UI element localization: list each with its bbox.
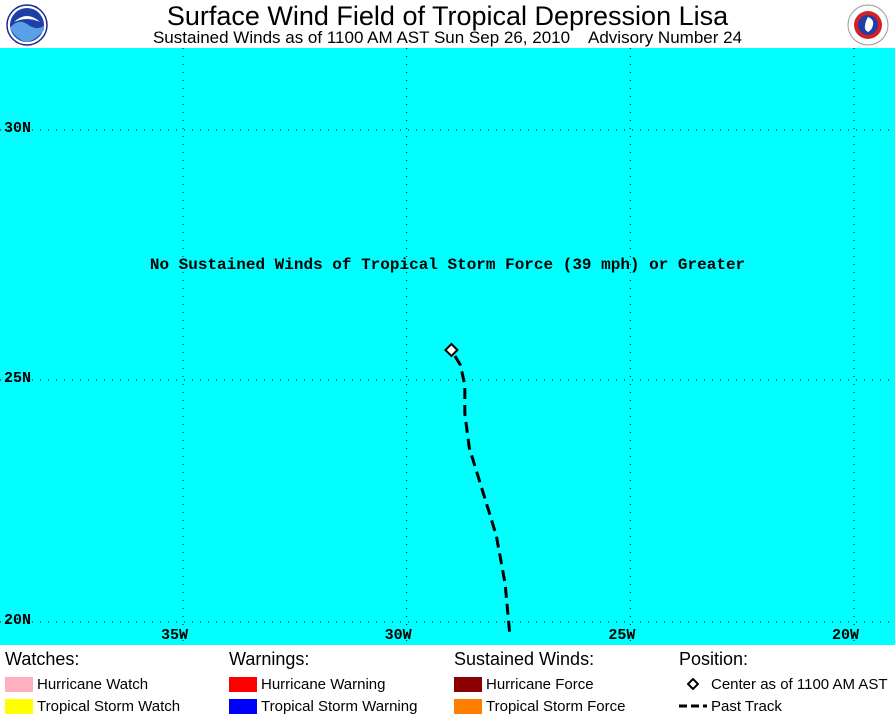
- map-canvas: [0, 48, 895, 645]
- hurricane-watch-label: Hurricane Watch: [37, 675, 149, 693]
- tropical-storm-force-label: Tropical Storm Force: [486, 697, 626, 715]
- legend: Watches: Hurricane Watch Tropical Storm …: [0, 645, 895, 716]
- lat-label: 25N: [4, 370, 32, 387]
- legend-winds-heading: Sustained Winds:: [454, 649, 595, 669]
- noaa-logo: [6, 4, 48, 46]
- lon-label: 35W: [161, 627, 189, 644]
- legend-item-tropical-storm-watch: Tropical Storm Watch: [5, 695, 180, 717]
- lon-label: 20W: [832, 627, 860, 644]
- legend-item-past-track: Past Track: [679, 695, 887, 717]
- legend-watches: Watches: Hurricane Watch Tropical Storm …: [5, 645, 180, 717]
- legend-position-heading: Position:: [679, 649, 749, 669]
- lat-label: 20N: [4, 612, 32, 629]
- legend-item-tropical-storm-warning: Tropical Storm Warning: [229, 695, 417, 717]
- lon-label: 30W: [384, 627, 412, 644]
- tropical-storm-watch-label: Tropical Storm Watch: [37, 697, 181, 715]
- storm-center-marker: [443, 342, 459, 358]
- hurricane-warning-label: Hurricane Warning: [261, 675, 386, 693]
- past-track-label: Past Track: [711, 697, 782, 715]
- lon-label: 25W: [608, 627, 636, 644]
- legend-position: Position: Center as of 1100 AM AST Past …: [679, 645, 887, 717]
- legend-warnings-heading: Warnings:: [229, 649, 310, 669]
- map-subtitle: Sustained Winds as of 1100 AM AST Sun Se…: [152, 28, 743, 47]
- legend-item-center: Center as of 1100 AM AST: [679, 673, 887, 695]
- center-label: Center as of 1100 AM AST: [711, 675, 888, 693]
- legend-watches-heading: Watches:: [5, 649, 80, 669]
- legend-winds: Sustained Winds: Hurricane Force Tropica…: [454, 645, 625, 717]
- legend-item-hurricane-watch: Hurricane Watch: [5, 673, 180, 695]
- legend-warnings: Warnings: Hurricane Warning Tropical Sto…: [229, 645, 417, 717]
- hurricane-force-label: Hurricane Force: [486, 675, 594, 693]
- past-track-line: [450, 349, 512, 632]
- no-winds-notice: No Sustained Winds of Tropical Storm For…: [149, 256, 746, 274]
- tropical-storm-watch-swatch: [5, 698, 33, 714]
- legend-item-tropical-storm-force: Tropical Storm Force: [454, 695, 625, 717]
- map-area: No Sustained Winds of Tropical Storm For…: [0, 48, 895, 645]
- tropical-storm-warning-label: Tropical Storm Warning: [261, 697, 418, 715]
- legend-item-hurricane-force: Hurricane Force: [454, 673, 625, 695]
- tropical-storm-force-swatch: [454, 698, 482, 714]
- hurricane-force-swatch: [454, 676, 482, 692]
- legend-item-hurricane-warning: Hurricane Warning: [229, 673, 417, 695]
- nws-logo: [847, 4, 889, 46]
- lat-label: 30N: [4, 120, 32, 137]
- dashed-line-icon: [679, 703, 707, 709]
- header: Surface Wind Field of Tropical Depressio…: [0, 0, 895, 48]
- map-title: Surface Wind Field of Tropical Depressio…: [166, 1, 729, 31]
- tropical-storm-warning-swatch: [229, 698, 257, 714]
- hurricane-watch-swatch: [5, 676, 33, 692]
- diamond-icon: [679, 678, 707, 690]
- hurricane-warning-swatch: [229, 676, 257, 692]
